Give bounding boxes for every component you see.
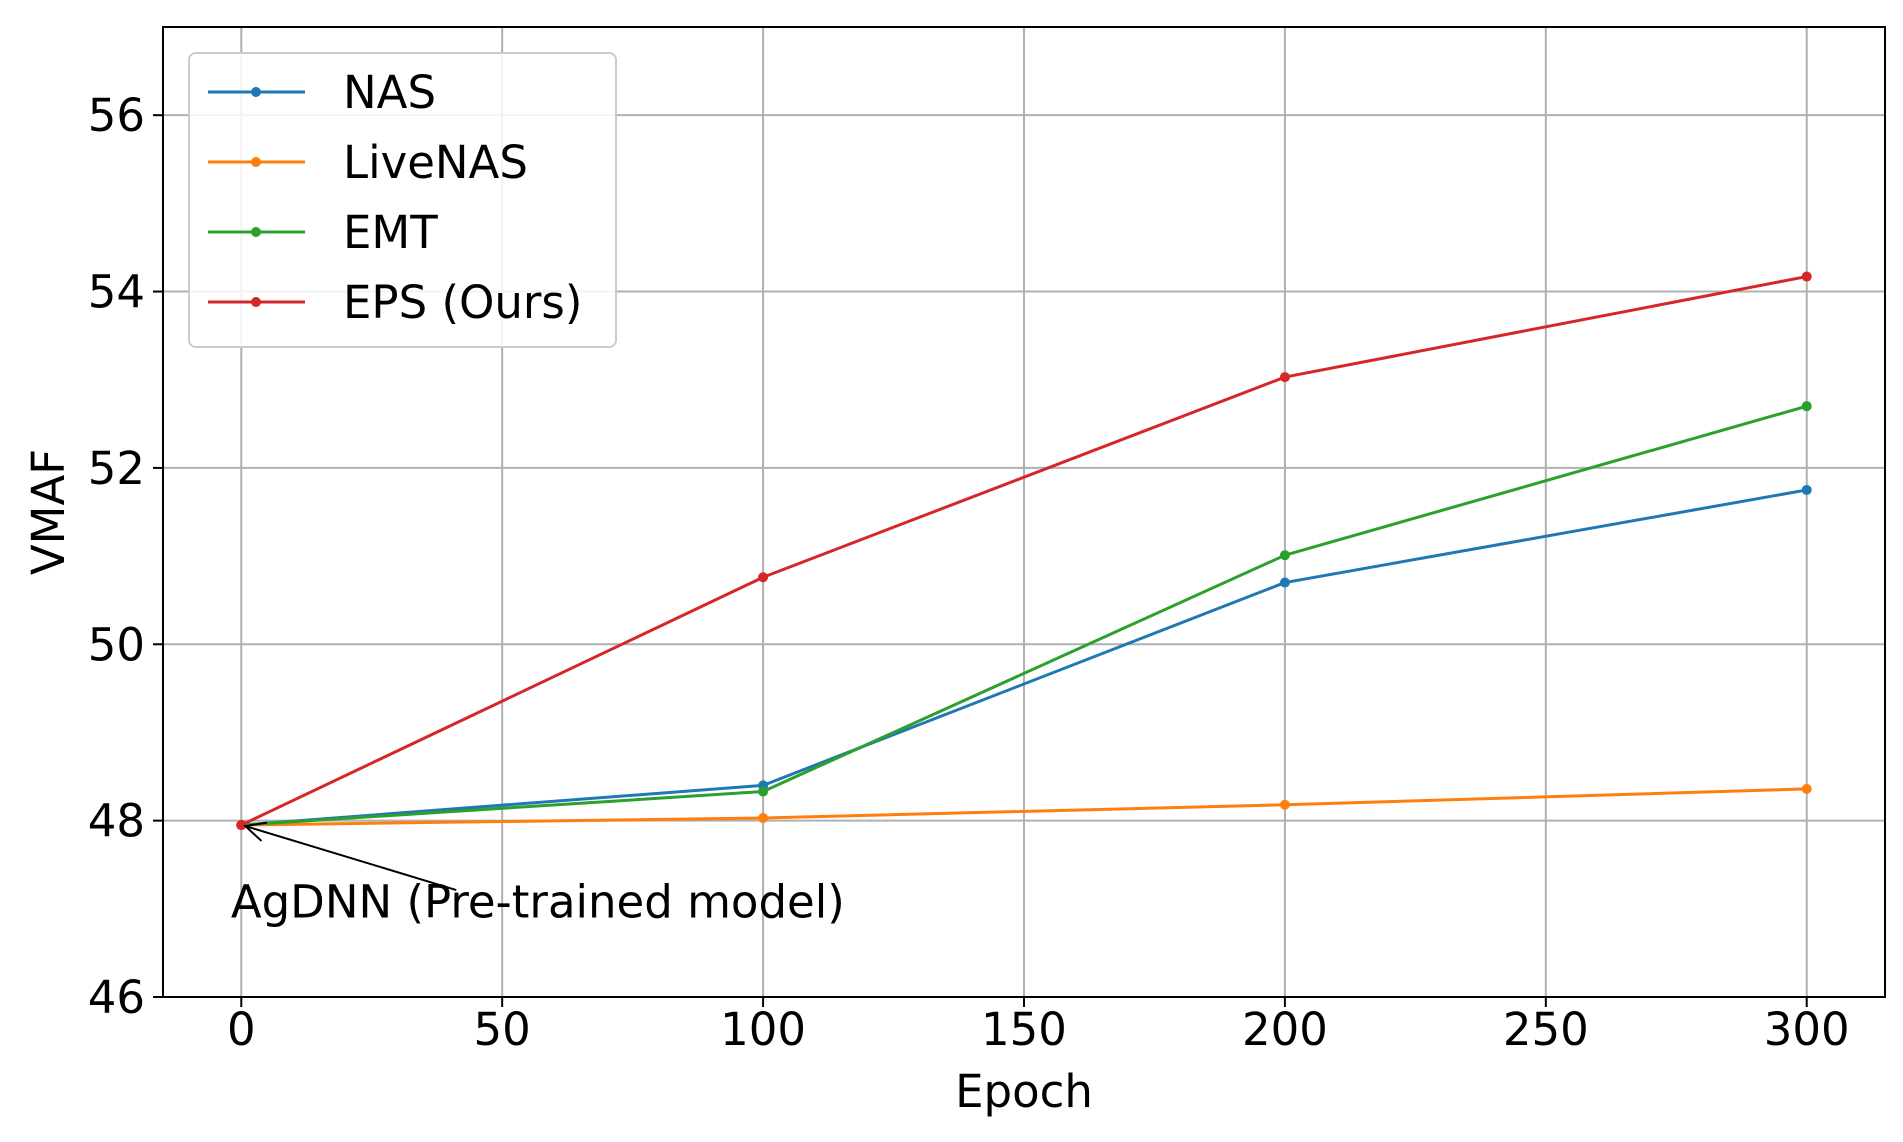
- data-point-eps-ours: [758, 572, 769, 583]
- legend: NAS LiveNAS EMT EPS (Ours): [188, 52, 617, 348]
- x-tick-label: 150: [981, 1003, 1067, 1056]
- data-point-eps-ours: [1801, 271, 1812, 282]
- x-tick-label: 200: [1242, 1003, 1328, 1056]
- data-point-livenas: [1801, 783, 1812, 794]
- legend-label: NAS: [343, 66, 436, 119]
- x-tick-label: 0: [227, 1003, 256, 1056]
- series-line-nas: [241, 488, 1807, 827]
- legend-entry-nas: NAS: [208, 66, 436, 119]
- series-eps-ours: [236, 271, 1812, 831]
- data-point-livenas: [758, 812, 769, 823]
- series-line-eps-ours: [240, 275, 1808, 827]
- legend-entry-livenas: LiveNAS: [208, 136, 528, 189]
- annotation-label: AgDNN (Pre-trained model): [231, 876, 845, 929]
- data-point-nas: [1801, 484, 1812, 495]
- y-tick-label: 50: [88, 618, 145, 671]
- x-tick-label: 300: [1764, 1003, 1850, 1056]
- annotation-arrowhead: [243, 821, 268, 842]
- legend-marker: [251, 157, 261, 167]
- legend-entry-eps-ours: EPS (Ours): [208, 276, 582, 329]
- series-emt: [236, 401, 1812, 831]
- legend-marker: [251, 227, 261, 237]
- data-point-eps-ours: [1279, 372, 1290, 383]
- y-tick-label: 56: [88, 89, 145, 142]
- annotation-arrow: [244, 825, 457, 892]
- data-point-emt: [1279, 550, 1290, 561]
- axes-frame: [162, 26, 1886, 998]
- data-point-emt: [1801, 401, 1812, 412]
- x-tick-label: 100: [720, 1003, 806, 1056]
- series-line-emt: [241, 404, 1808, 827]
- y-tick-label: 54: [88, 266, 145, 319]
- legend-box: [188, 52, 617, 348]
- legend-label: EMT: [343, 206, 438, 259]
- annotation: AgDNN (Pre-trained model): [231, 821, 845, 929]
- data-point-livenas: [1279, 799, 1290, 810]
- x-tick-label: 50: [474, 1003, 531, 1056]
- legend-marker: [251, 297, 261, 307]
- y-tick-label: 46: [88, 971, 145, 1024]
- series-line-livenas: [241, 787, 1807, 827]
- y-axis-ticks: 46 48 50 52 54 56: [88, 89, 163, 1024]
- data-point-emt: [758, 786, 769, 797]
- x-axis-ticks: 0 50 100 150 200 250 300: [227, 997, 1850, 1056]
- x-tick-label: 250: [1503, 1003, 1589, 1056]
- y-tick-label: 48: [88, 795, 145, 848]
- series-lines: [236, 271, 1812, 831]
- legend-entry-emt: EMT: [208, 206, 438, 259]
- x-axis-label: Epoch: [955, 1065, 1093, 1118]
- y-tick-label: 52: [88, 442, 145, 495]
- data-point-nas: [1279, 577, 1290, 588]
- legend-label: EPS (Ours): [343, 276, 582, 329]
- series-livenas: [236, 783, 1812, 831]
- y-axis-label: VMAF: [22, 449, 75, 575]
- legend-marker: [251, 87, 261, 97]
- data-point-eps-ours: [236, 820, 247, 831]
- legend-label: LiveNAS: [343, 136, 528, 189]
